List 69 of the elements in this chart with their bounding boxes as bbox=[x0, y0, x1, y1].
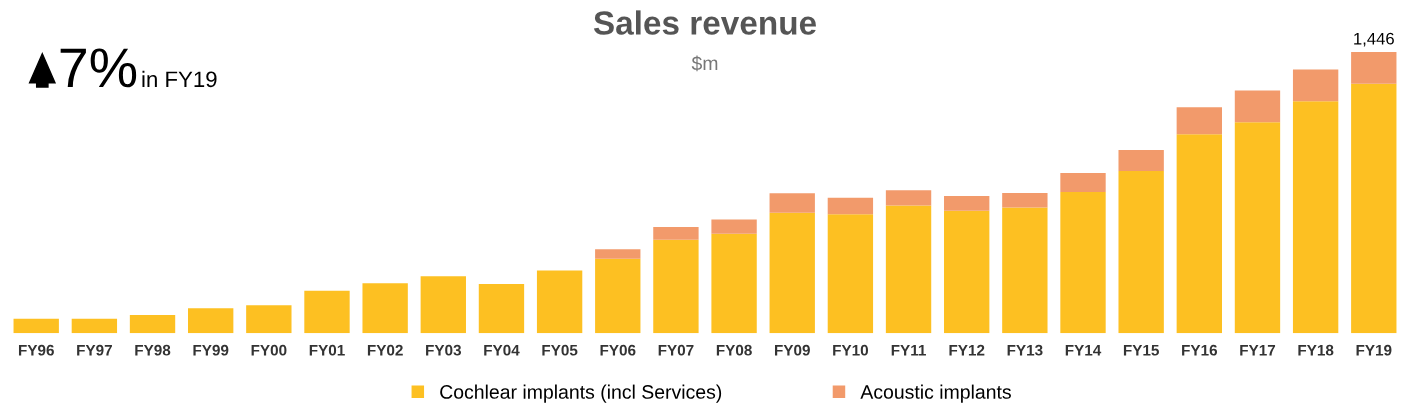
bar bbox=[944, 210, 990, 334]
bar bbox=[885, 205, 932, 334]
bar bbox=[71, 318, 118, 334]
x-tick-label: FY06 bbox=[600, 344, 636, 356]
bar bbox=[1060, 192, 1106, 334]
bar bbox=[1002, 207, 1048, 334]
x-tick-label: FY01 bbox=[309, 344, 345, 356]
x-tick-label: FY18 bbox=[1298, 344, 1334, 356]
bar bbox=[1234, 122, 1281, 334]
bar bbox=[362, 283, 408, 334]
bar bbox=[1118, 149, 1164, 172]
x-tick-label: FY05 bbox=[542, 344, 578, 356]
x-tick-label: FY17 bbox=[1240, 344, 1276, 356]
bar bbox=[246, 305, 292, 334]
bar bbox=[478, 284, 525, 334]
x-tick-label: FY04 bbox=[484, 344, 520, 356]
legend-label: Acoustic implants bbox=[860, 384, 1011, 403]
bar bbox=[653, 239, 699, 334]
bar bbox=[304, 290, 350, 334]
x-tick-label: FY00 bbox=[251, 344, 287, 356]
x-tick-label: FY07 bbox=[658, 344, 694, 356]
bar bbox=[769, 193, 815, 213]
x-tick-label: FY08 bbox=[716, 344, 752, 356]
x-tick-label: FY97 bbox=[77, 344, 112, 356]
bar bbox=[1292, 69, 1339, 102]
x-tick-label: FY12 bbox=[949, 344, 985, 356]
bar bbox=[827, 197, 874, 215]
bar bbox=[711, 233, 757, 334]
legend-label: Cochlear implants (incl Services) bbox=[440, 384, 722, 403]
bar bbox=[885, 190, 932, 206]
bar bbox=[1060, 172, 1106, 193]
annotation: in FY19 bbox=[142, 70, 217, 88]
bar bbox=[420, 276, 466, 334]
x-tick-label: FY10 bbox=[833, 344, 869, 356]
bar bbox=[536, 270, 583, 334]
bar bbox=[827, 214, 874, 334]
x-tick-label: FY16 bbox=[1182, 344, 1218, 356]
bar bbox=[1002, 192, 1048, 208]
x-tick-label: FY96 bbox=[18, 344, 54, 356]
x-tick-label: FY98 bbox=[135, 344, 171, 356]
bar bbox=[711, 219, 757, 234]
x-tick-label: FY03 bbox=[426, 344, 462, 356]
bar bbox=[1176, 134, 1222, 334]
bar bbox=[1351, 83, 1397, 334]
x-tick-label: FY11 bbox=[891, 344, 926, 356]
chart-title: Sales revenue bbox=[593, 10, 816, 35]
x-tick-label: FY02 bbox=[367, 344, 403, 356]
x-tick-label: FY19 bbox=[1356, 344, 1392, 356]
bar bbox=[1351, 52, 1397, 84]
bar bbox=[13, 318, 59, 334]
annotation: 7% bbox=[60, 48, 137, 88]
bar bbox=[129, 314, 176, 334]
bar bbox=[653, 226, 699, 240]
annotation: 1,446 bbox=[1354, 32, 1394, 47]
bar bbox=[944, 196, 990, 211]
bar bbox=[1118, 171, 1164, 334]
x-tick-label: FY09 bbox=[775, 344, 810, 356]
bar bbox=[1176, 107, 1222, 135]
bar bbox=[1234, 90, 1281, 123]
x-tick-label: FY15 bbox=[1123, 344, 1159, 356]
bar bbox=[769, 212, 815, 334]
x-tick-label: FY14 bbox=[1065, 344, 1102, 356]
x-tick-label: FY13 bbox=[1007, 344, 1043, 356]
bar bbox=[188, 308, 234, 334]
bar bbox=[1292, 101, 1339, 334]
x-tick-label: FY99 bbox=[193, 344, 229, 356]
bar bbox=[595, 258, 641, 334]
chart-subtitle: $m bbox=[691, 55, 718, 72]
bar bbox=[595, 249, 641, 259]
